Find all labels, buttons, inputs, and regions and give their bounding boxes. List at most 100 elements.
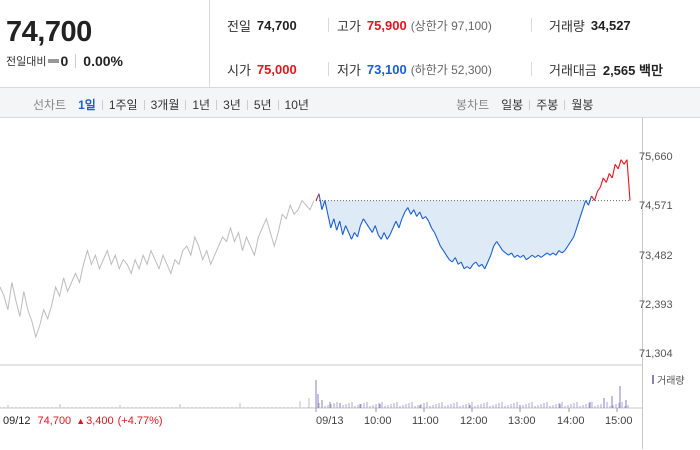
today-line-segment	[567, 241, 572, 247]
tab-10year[interactable]: 10년	[284, 98, 309, 112]
today-line-segment	[611, 164, 616, 179]
today-line-segment	[522, 254, 527, 260]
today-line-segment	[413, 209, 418, 217]
today-line-segment	[336, 220, 341, 231]
today-line-segment	[339, 220, 344, 235]
prev-day-close: 74,700	[37, 415, 72, 427]
today-line-segment	[398, 218, 403, 229]
today-line-segment	[404, 207, 409, 213]
stat-label: 거래량	[549, 19, 585, 34]
today-line-segment	[490, 245, 495, 256]
stat-label: 거래대금	[549, 63, 597, 78]
today-line-segment	[457, 261, 462, 265]
today-line-segment	[410, 209, 415, 215]
today-line-segment	[356, 225, 361, 238]
change-row: 전일대비 0 0.00%	[6, 53, 123, 69]
stat-value: 74,700	[256, 18, 297, 33]
today-line-segment	[315, 193, 320, 201]
prev-day-line	[0, 199, 315, 339]
divider	[328, 62, 329, 76]
divider	[143, 99, 145, 110]
today-line-segment	[499, 245, 504, 251]
today-line-segment	[321, 200, 326, 210]
divider	[277, 99, 279, 110]
tab-3year[interactable]: 3년	[223, 98, 241, 112]
tab-monthly-candle[interactable]: 월봉	[571, 98, 594, 112]
today-line-segment	[593, 191, 598, 201]
prev-day-date: 09/12	[3, 415, 31, 427]
x-tick-label: 15:00	[605, 415, 633, 427]
y-tick-label: 75,660	[639, 151, 673, 163]
divider	[529, 99, 531, 110]
today-line-segment	[368, 227, 373, 233]
today-line-segment	[481, 264, 486, 270]
today-line-segment	[318, 193, 323, 210]
today-line-segment	[543, 252, 548, 256]
today-line-segment	[505, 252, 509, 256]
today-line-segment	[407, 207, 412, 215]
tab-daily-candle[interactable]: 일봉	[501, 98, 524, 112]
today-line-segment	[383, 232, 388, 240]
today-line-segment	[431, 227, 435, 233]
chart-tab-bar: 선차트 1일 1주일 3개월 1년 3년 5년 10년 봉차트 일봉 주봉 월봉	[0, 88, 700, 118]
today-line-segment	[448, 259, 453, 263]
today-line-segment	[511, 252, 515, 258]
tab-weekly-candle[interactable]: 주봉	[536, 98, 559, 112]
today-line-segment	[451, 257, 456, 263]
stat-low: 저가 73,100 (하한가 52,300)	[337, 60, 492, 79]
today-line-segment	[416, 211, 421, 217]
today-line-segment	[528, 254, 533, 258]
tab-1year[interactable]: 1년	[192, 98, 211, 112]
today-line-segment	[350, 232, 356, 240]
y-tick-label: 71,304	[639, 348, 673, 360]
today-line-segment	[573, 227, 578, 238]
divider	[75, 54, 77, 68]
today-line-segment	[540, 254, 545, 258]
tab-3month[interactable]: 3개월	[150, 98, 180, 112]
tab-5year[interactable]: 5년	[253, 98, 272, 112]
x-tick-label: 13:00	[508, 415, 536, 427]
today-line-segment	[514, 254, 518, 258]
stat-value: 73,100	[366, 62, 407, 77]
today-line-segment	[433, 232, 439, 240]
today-line-segment	[602, 177, 607, 183]
today-line-segment	[472, 261, 477, 265]
candle-chart-heading: 봉차트	[456, 98, 490, 112]
today-line-segment	[534, 254, 539, 258]
change-rate: 0.00%	[83, 53, 123, 69]
today-line-segment	[377, 234, 382, 240]
today-line-segment	[558, 250, 563, 254]
today-line-segment	[493, 241, 498, 247]
price-summary: 74,700 전일대비 0 0.00%	[0, 0, 210, 88]
today-line-segment	[445, 254, 450, 261]
change-value: 0	[60, 53, 69, 69]
today-line-segment	[354, 232, 358, 238]
stat-label: 시가	[227, 63, 251, 78]
y-tick-label: 74,571	[639, 200, 673, 212]
x-tick-label: 11:00	[412, 415, 439, 427]
today-line-segment	[531, 254, 536, 258]
price-chart[interactable]: 75,660 74,571 73,482 72,393 71,304 거래량 0…	[0, 118, 700, 450]
today-line-segment	[591, 195, 595, 201]
x-tick-label: 10:00	[364, 415, 392, 427]
flat-icon	[48, 59, 60, 63]
today-line-segment	[484, 261, 489, 270]
today-line-segment	[419, 211, 424, 220]
prev-day-change-rate: (+4.77%)	[117, 415, 163, 427]
today-line-segment	[549, 252, 554, 256]
prev-day-summary: 09/12 74,700 ▲ 3,400 (+4.77%)	[3, 415, 163, 427]
tab-1day[interactable]: 1일	[78, 98, 96, 112]
tab-1week[interactable]: 1주일	[108, 98, 138, 112]
today-line-segment	[620, 159, 625, 165]
today-line-segment	[570, 236, 575, 242]
divider	[531, 62, 532, 76]
divider	[216, 99, 218, 110]
divider	[531, 18, 532, 32]
today-line-segment	[324, 200, 329, 215]
today-line-segment	[442, 250, 447, 256]
today-line-segment	[520, 254, 524, 258]
today-line-segment	[537, 254, 542, 258]
today-line-segment	[599, 177, 604, 188]
today-line-segment	[561, 250, 566, 254]
line-chart-tabs: 선차트 1일 1주일 3개월 1년 3년 5년 10년	[33, 96, 309, 113]
